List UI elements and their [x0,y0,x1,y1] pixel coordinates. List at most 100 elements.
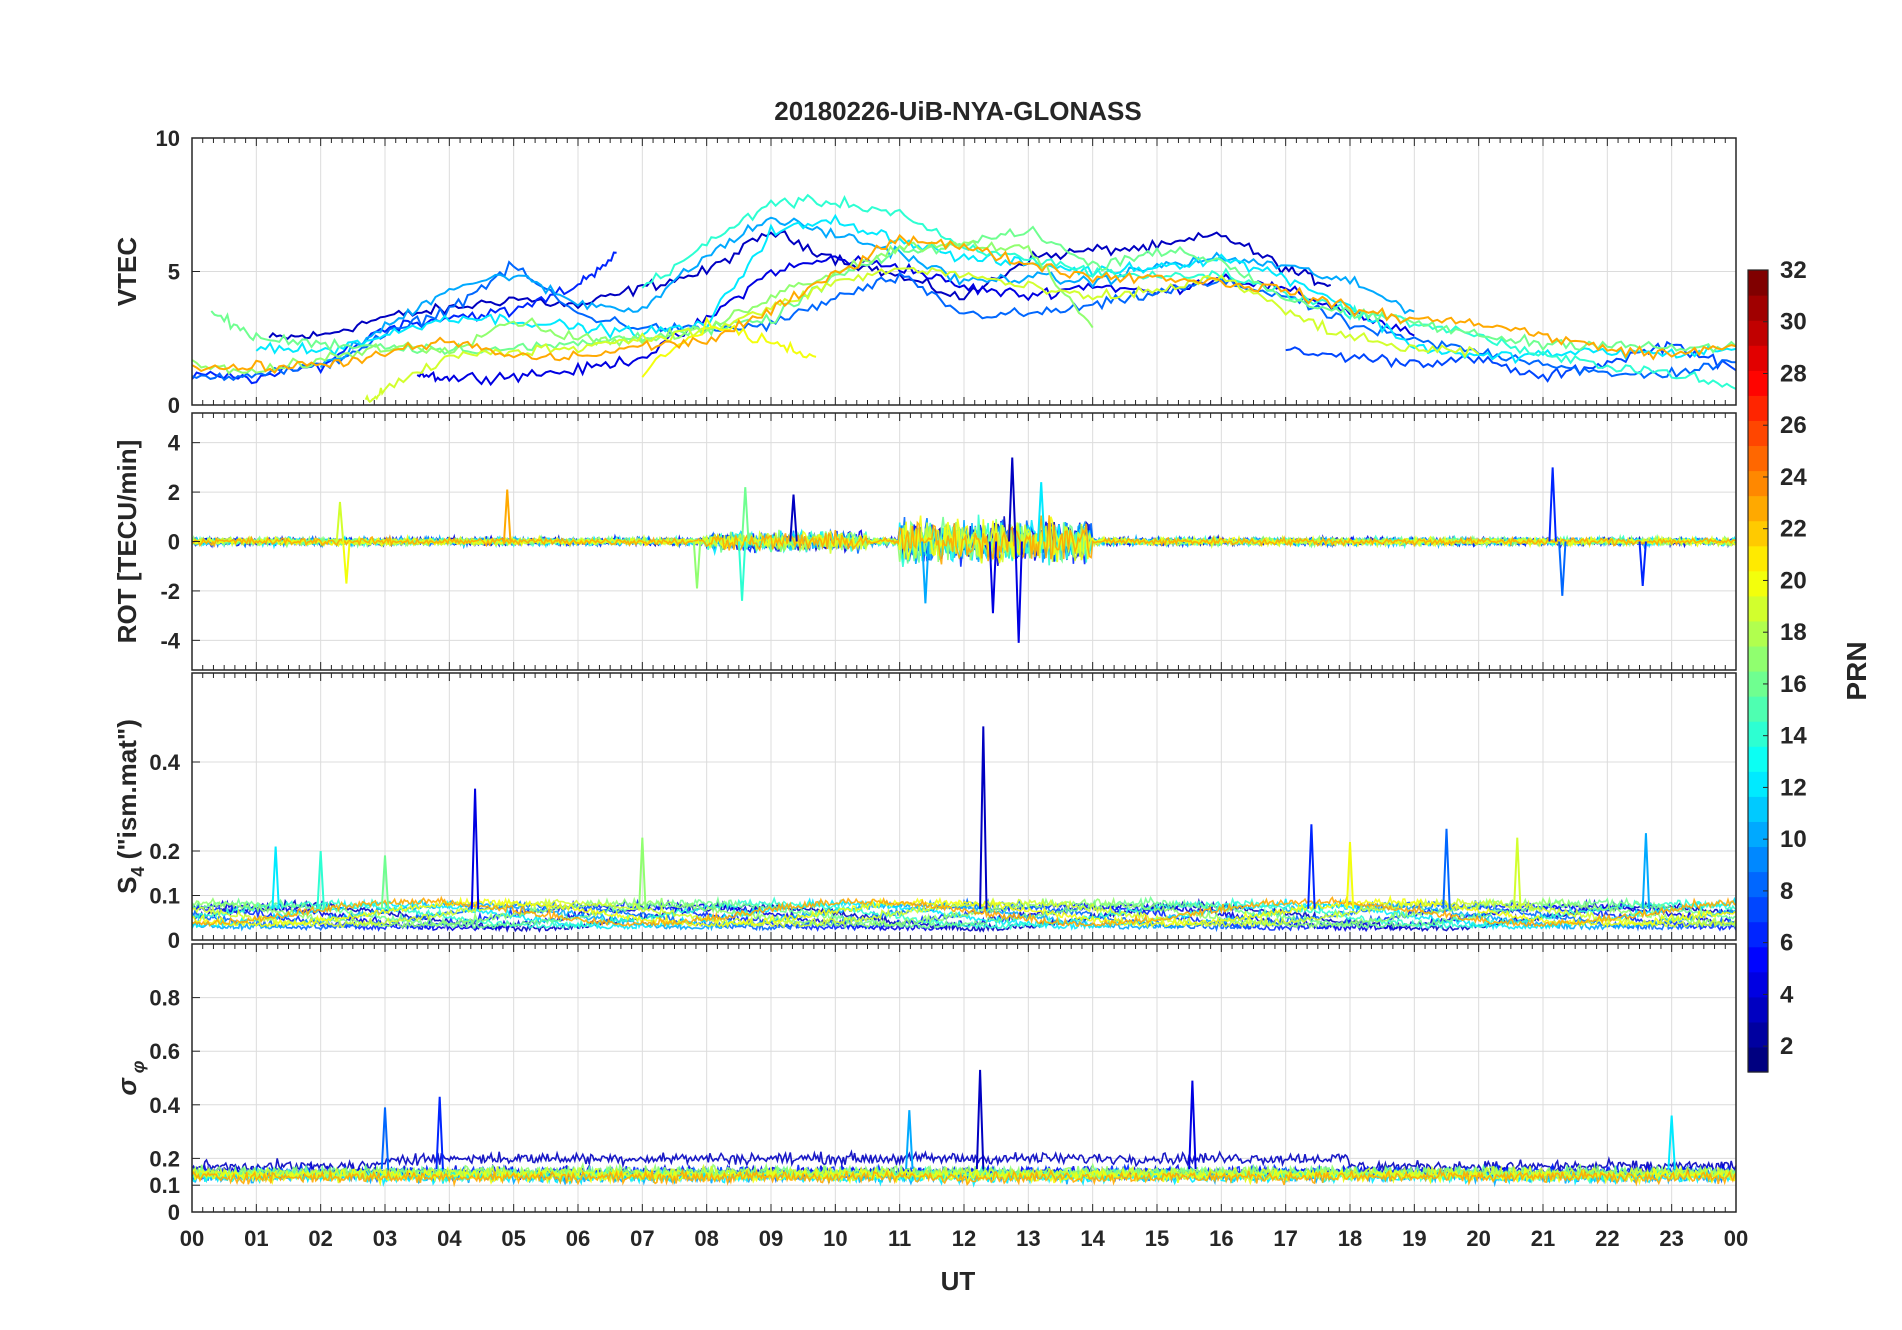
colorbar-tick-label: 28 [1780,360,1807,387]
panel-1: 0 5 10 VTEC [112,126,1737,418]
y-tick-label: 5 [168,260,180,285]
panel-2: -4 -2 0 2 4 ROT [TECU/min] [112,412,1737,671]
x-tick-label: 04 [437,1226,462,1251]
colorbar-tick-label: 18 [1780,619,1807,646]
y-tick-label: 0.4 [149,750,180,775]
panel-4: 00.10.2 0.4 0.6 0.8 σ φ [112,943,1737,1225]
spike [1345,842,1355,909]
spike [1008,457,1017,542]
colorbar-segment [1748,721,1768,747]
vtec-series-prn-16 [210,225,1736,356]
y-tick-label: -4 [160,628,180,653]
x-tick-label: 18 [1338,1226,1362,1251]
spike [342,541,351,584]
colorbar-segment [1748,1021,1768,1048]
spike [503,489,512,542]
spike [1307,824,1316,909]
x-tick-label: 03 [373,1226,397,1251]
x-tick-label: 17 [1273,1226,1297,1251]
colorbar-tick-label: 20 [1780,567,1807,594]
x-tick-label: 15 [1145,1226,1169,1251]
colorbar-segment [1748,395,1768,421]
colorbar-tick-label: 26 [1780,412,1807,439]
colorbar-segment [1748,270,1768,296]
colorbar-segment [1748,295,1768,321]
x-tick-label: 23 [1659,1226,1683,1251]
x-tick-label: 07 [630,1226,654,1251]
x-tick-label: 11 [888,1226,911,1251]
y-tick-label: 0.4 [149,1093,180,1118]
x-tick-label: 00 [180,1226,204,1251]
y-axis-label: ROT [TECU/min] [112,440,142,644]
spike [1641,833,1651,909]
colorbar-segment [1748,595,1768,622]
x-tick-label: 19 [1402,1226,1426,1251]
texture-line [192,895,1736,930]
spike [316,850,325,909]
y-axis-label: σ φ [112,1060,148,1095]
colorbar-segment [1748,846,1768,873]
vtec-series-prn-17 [192,239,1094,375]
y-tick-label: 10 [156,126,180,151]
x-tick-label: 01 [244,1226,268,1251]
colorbar-segment [1748,871,1768,898]
spike [975,1069,985,1170]
y-tick-label: 0.2 [149,839,180,864]
spike [1638,541,1647,587]
colorbar-tick-label: 10 [1780,826,1807,853]
texture-line [192,895,1736,930]
colorbar-segment [1748,896,1768,923]
colorbar-segment [1748,996,1768,1023]
colorbar-segment [1748,671,1768,697]
spike [470,788,480,909]
x-tick-label: 13 [1016,1226,1040,1251]
colorbar-tick-label: 16 [1780,671,1807,698]
x-tick-label: 16 [1209,1226,1233,1251]
colorbar-tick-label: 22 [1780,516,1807,543]
spike [380,1107,390,1170]
y-tick-label: 0 [168,530,180,555]
colorbar-segment [1748,320,1768,346]
y-tick-label: 0.1 [149,884,180,909]
spike [1014,541,1023,643]
spike [1513,837,1522,909]
vtec-series-prn-10 [319,216,1415,369]
colorbar-segment [1748,445,1768,472]
spike [988,541,998,614]
y-tick-label: 0.2 [149,1146,180,1171]
colorbar-segment [1748,545,1768,572]
x-tick-label: 06 [566,1226,590,1251]
y-tick-label: 0 [168,1200,180,1225]
colorbar-tick-label: 12 [1780,774,1807,801]
x-tick-label: 02 [308,1226,332,1251]
spike [271,846,280,909]
spike [335,501,345,542]
y-axis-label: VTEC [112,237,142,307]
colorbar-segment [1748,971,1768,998]
spike [1188,1080,1197,1170]
x-tick-labels: 00 01 02 03 04 05 06 07 08 09 10 11 12 13 14 15 16 17 18 19… [180,1226,1748,1251]
colorbar-segment [1748,470,1768,497]
colorbar-segment [1748,495,1768,522]
spike [921,541,930,604]
colorbar-tick-label: 24 [1780,464,1807,491]
colorbar-segment [1748,946,1768,973]
spike [1442,828,1451,909]
spike [1036,482,1046,542]
colorbar-segment [1748,746,1768,772]
vtec-series-prn-12 [255,213,1736,365]
y-tick-label: 0.6 [149,1039,180,1064]
x-tick-label: 20 [1466,1226,1490,1251]
x-tick-label: 22 [1595,1226,1619,1251]
colorbar-segment [1748,620,1768,647]
x-tick-label: 00 [1724,1226,1748,1251]
x-tick-label: 21 [1531,1226,1555,1251]
chart-title: 20180226-UiB-NYA-GLONASS [774,96,1142,126]
colorbar-tick-label: 14 [1780,723,1807,750]
vtec-series-prn-4 [416,254,1415,387]
x-tick-label: 08 [694,1226,718,1251]
panel-3: 0 0.1 0.2 0.4S4 ("ism.mat") [112,672,1737,953]
